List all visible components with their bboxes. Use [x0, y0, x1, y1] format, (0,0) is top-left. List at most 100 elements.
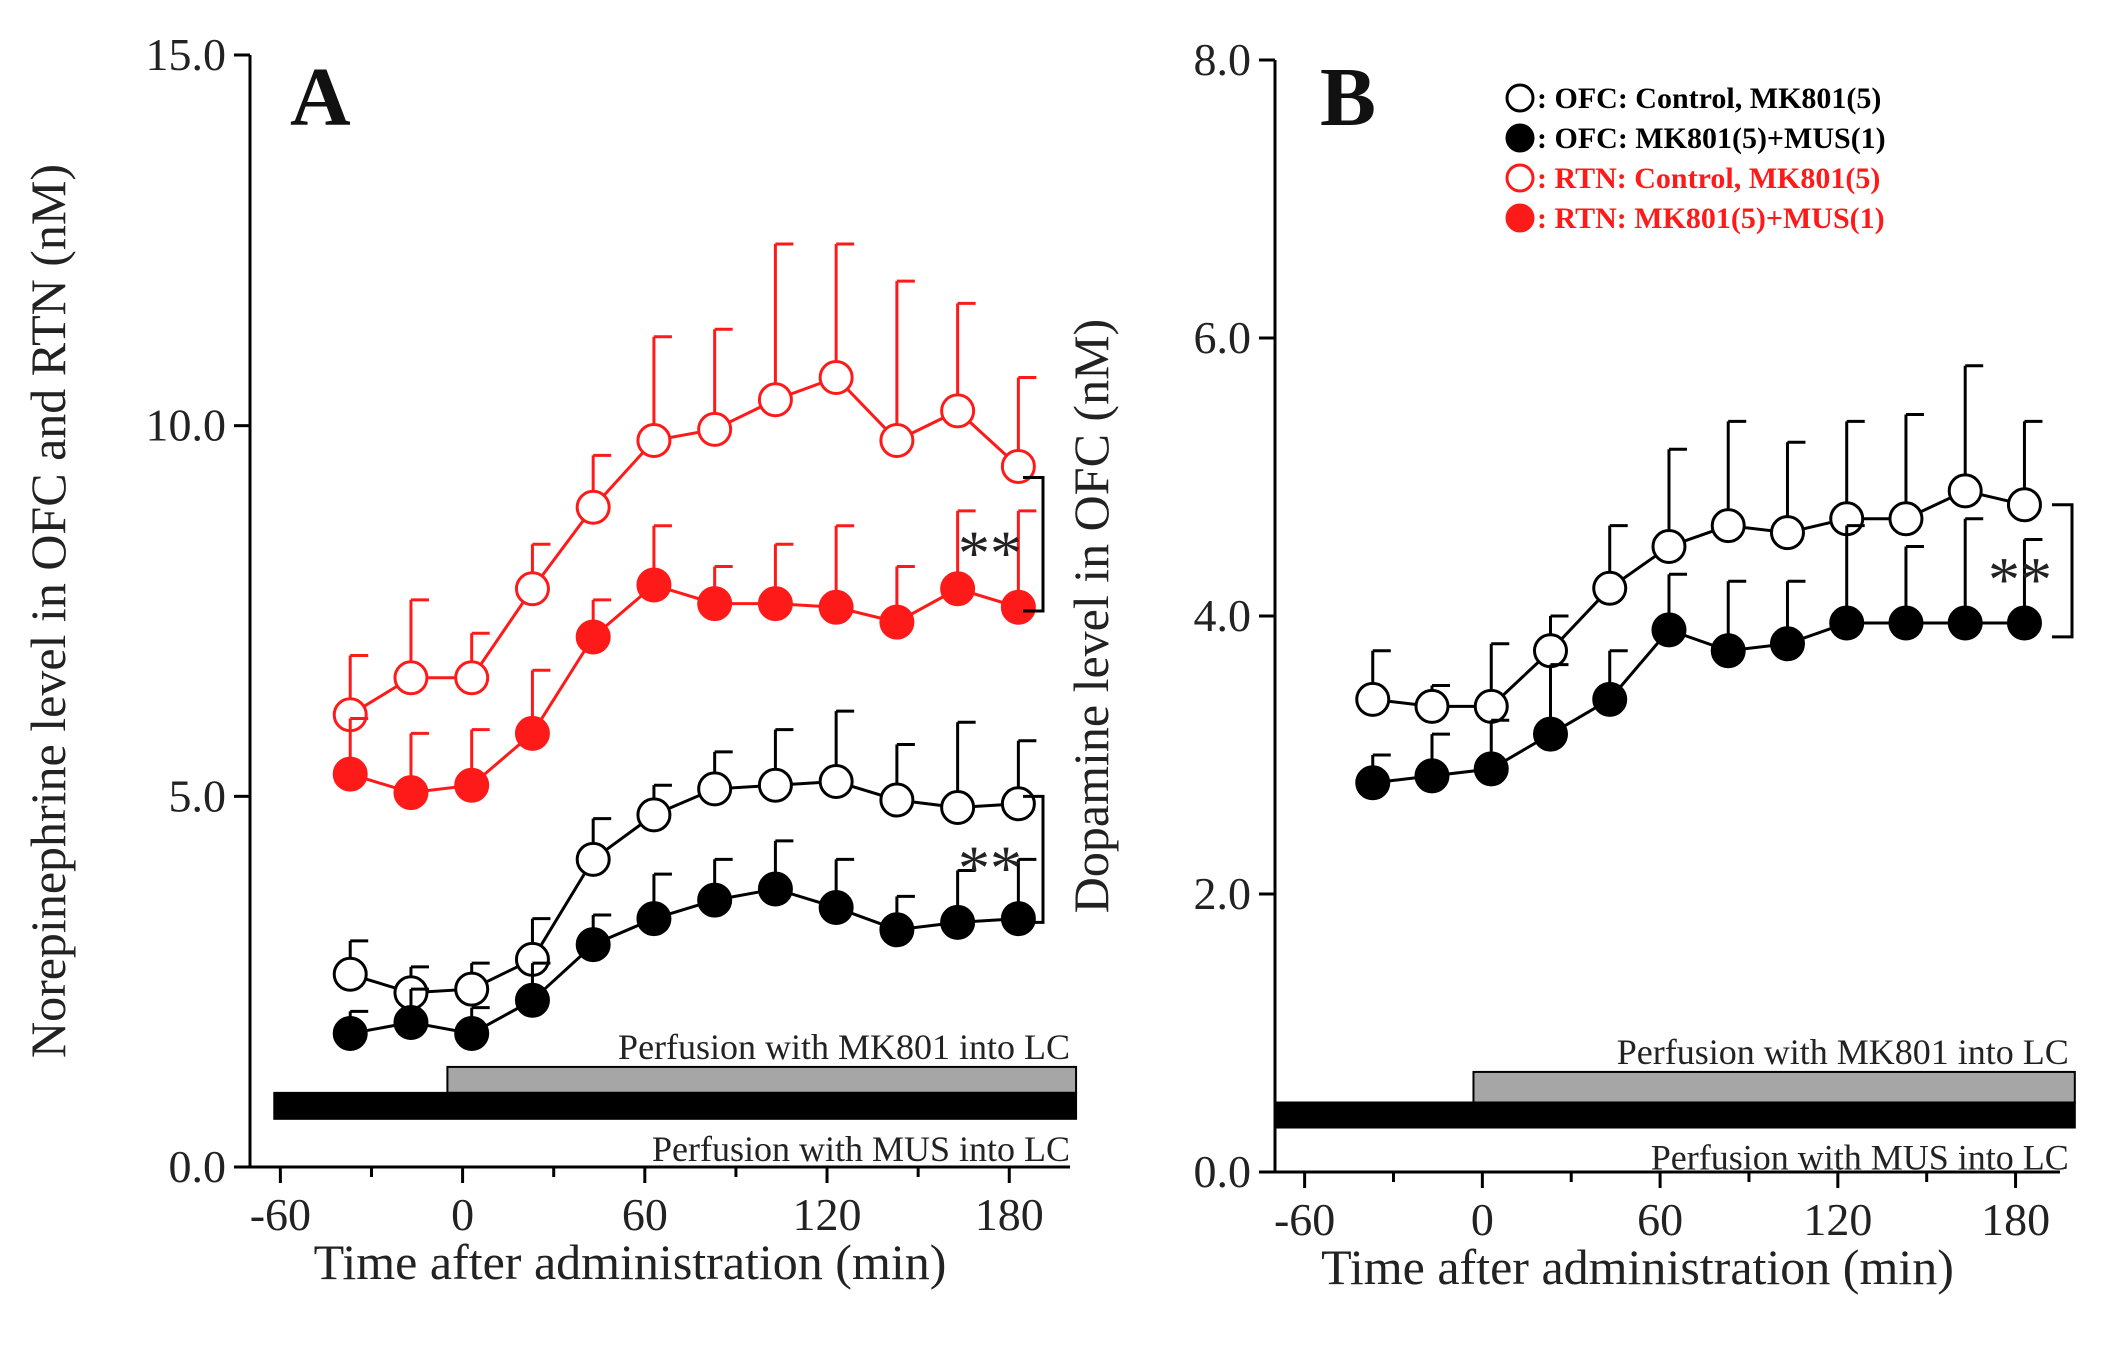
- data-point: [1355, 765, 1391, 801]
- data-point: [575, 619, 611, 655]
- y-tick-label: 4.0: [1194, 590, 1252, 641]
- data-point: [879, 422, 915, 458]
- y-tick-label: 0.0: [1194, 1146, 1252, 1197]
- panel-label: A: [290, 51, 351, 144]
- data-point: [818, 764, 854, 800]
- x-tick-label: 180: [975, 1189, 1044, 1240]
- data-point: [697, 411, 733, 447]
- x-tick-label: -60: [250, 1189, 311, 1240]
- data-point: [697, 882, 733, 918]
- data-point: [757, 767, 793, 803]
- series-1: [1355, 517, 2043, 801]
- data-point: [636, 901, 672, 937]
- series-line: [1372, 489, 2025, 708]
- data-point: [514, 715, 550, 751]
- data-point: [1769, 515, 1805, 551]
- y-tick-label: 10.0: [146, 400, 227, 451]
- x-tick-label: 180: [1981, 1194, 2050, 1245]
- x-tick-label: 60: [622, 1189, 668, 1240]
- data-point: [879, 912, 915, 948]
- y-tick-label: 2.0: [1194, 868, 1252, 919]
- legend-marker: [1505, 203, 1535, 233]
- data-point: [575, 489, 611, 525]
- data-point: [1947, 473, 1983, 509]
- data-point: [1414, 688, 1450, 724]
- series-line: [349, 375, 1020, 717]
- data-point: [1473, 688, 1509, 724]
- data-point: [818, 890, 854, 926]
- perfusion-label-mk801: Perfusion with MK801 into LC: [1617, 1032, 2069, 1072]
- perfusion-bar-mus: [1274, 1101, 2076, 1129]
- data-point: [697, 771, 733, 807]
- data-point: [818, 359, 854, 395]
- data-point: [454, 660, 490, 696]
- series-line: [349, 887, 1019, 1036]
- data-point: [940, 393, 976, 429]
- perfusion-label-mus: Perfusion with MUS into LC: [1651, 1138, 2069, 1178]
- data-point: [332, 756, 368, 792]
- data-point: [2006, 487, 2042, 523]
- data-point: [636, 797, 672, 833]
- y-axis-label: Norepinephrine level in OFC and RTN (nM): [20, 164, 76, 1058]
- data-point: [393, 660, 429, 696]
- data-point: [514, 982, 550, 1018]
- x-axis-label: Time after administration (min): [1321, 1239, 1954, 1295]
- x-axis-label: Time after administration (min): [314, 1234, 947, 1290]
- data-point: [1000, 786, 1036, 822]
- data-point: [2006, 605, 2042, 641]
- legend-marker: [1505, 163, 1535, 193]
- data-point: [1355, 681, 1391, 717]
- data-point: [1414, 758, 1450, 794]
- series-line: [349, 583, 1019, 795]
- data-point: [1592, 681, 1628, 717]
- y-tick-label: 5.0: [169, 770, 227, 821]
- data-point: [1473, 751, 1509, 787]
- data-point: [393, 775, 429, 811]
- perfusion-label-mus: Perfusion with MUS into LC: [652, 1129, 1070, 1169]
- y-tick-label: 8.0: [1194, 34, 1252, 85]
- series-0: [332, 242, 1037, 733]
- data-point: [1769, 626, 1805, 662]
- data-point: [697, 586, 733, 622]
- series-line: [349, 779, 1019, 995]
- data-point: [1710, 633, 1746, 669]
- panel-b-chart: 0.0 2.0 4.0 6.0 8.0 -60 0 60 120 180 Time after ad…: [1063, 34, 2076, 1295]
- y-tick-label: 0.0: [169, 1141, 227, 1192]
- perfusion-bar-mk801: [446, 1065, 1078, 1094]
- series-0: [1355, 364, 2043, 724]
- data-point: [1947, 605, 1983, 641]
- data-point: [332, 956, 368, 992]
- data-point: [454, 971, 490, 1007]
- data-point: [757, 382, 793, 418]
- data-point: [636, 567, 672, 603]
- panel-a-chart: 0.0 5.0 10.0 15.0 -60 0 60 120 180 Time after adm…: [20, 29, 1078, 1290]
- data-point: [332, 1016, 368, 1052]
- x-tick-label: 0: [1471, 1194, 1494, 1245]
- significance-label: **: [1988, 544, 2052, 615]
- data-point: [1888, 501, 1924, 537]
- legend-label: : OFC: MK801(5)+MUS(1): [1537, 122, 1886, 155]
- data-point: [1651, 529, 1687, 564]
- y-axis-label: Dopamine level in OFC (nM): [1063, 319, 1119, 913]
- y-tick-label: 6.0: [1194, 312, 1252, 363]
- legend-marker: [1505, 123, 1535, 153]
- data-point: [514, 571, 550, 607]
- data-point: [879, 782, 915, 818]
- series-1: [332, 509, 1037, 811]
- perfusion-bar-mk801: [1472, 1070, 2076, 1104]
- data-point: [940, 571, 976, 607]
- data-point: [940, 789, 976, 825]
- data-point: [1000, 589, 1036, 625]
- data-point: [575, 841, 611, 877]
- x-tick-label: 120: [793, 1189, 862, 1240]
- data-point: [636, 422, 672, 458]
- panel-label: B: [1320, 51, 1376, 144]
- data-point: [1829, 605, 1865, 641]
- data-point: [575, 927, 611, 963]
- data-point: [1651, 612, 1687, 648]
- x-tick-label: 60: [1637, 1194, 1683, 1245]
- series-2: [332, 709, 1037, 1011]
- data-point: [1532, 716, 1568, 752]
- significance-bracket: [2052, 503, 2074, 639]
